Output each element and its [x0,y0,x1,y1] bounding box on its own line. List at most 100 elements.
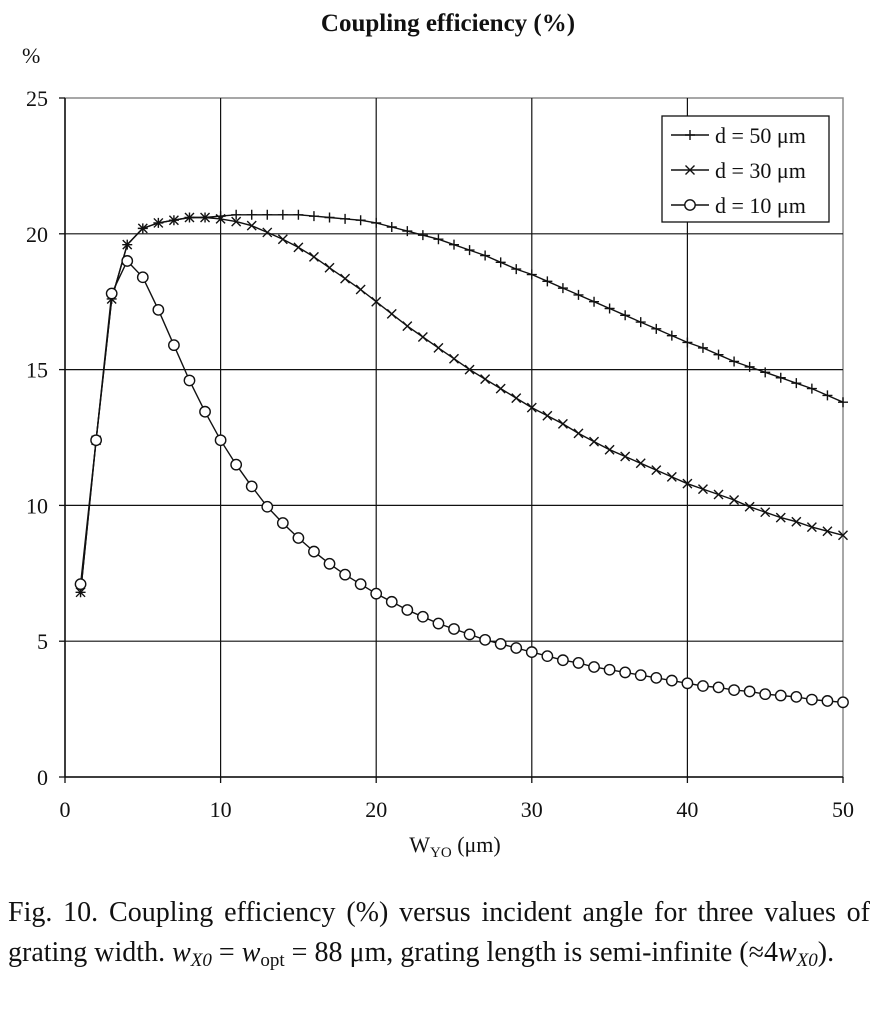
legend-label-circle: d = 10 μm [715,193,806,218]
tick-label-x-10: 10 [210,797,232,822]
point-circle-49 [821,695,834,707]
tick-label-y-20: 20 [26,222,48,247]
point-circle-48 [805,693,818,706]
point-plus-26 [464,245,475,256]
point-circle-43 [728,684,740,696]
point-circle-40 [681,677,694,690]
point-plus-21 [386,222,397,233]
x-axis-label-unit: (μm) [452,832,501,857]
point-x-27 [480,374,491,385]
caption-equals: = [211,937,242,968]
tick-label-x-0: 0 [60,797,71,822]
point-x-26 [464,364,475,375]
point-plus-15 [293,209,304,220]
point-plus-20 [371,217,382,228]
point-plus-50 [838,397,848,408]
point-circle-34 [588,661,600,673]
point-circle-32 [557,654,569,667]
series-circle [74,255,849,709]
point-x-39 [666,471,677,482]
point-plus-48 [806,383,817,394]
point-plus-27 [480,250,491,261]
tick-label-x-40: 40 [676,797,698,822]
point-plus-36 [620,310,631,321]
point-circle-18 [339,568,351,581]
point-x-13 [262,227,273,238]
point-plus-34 [589,296,600,307]
point-circle-50 [837,696,849,709]
point-plus-11 [231,209,242,220]
point-x-12 [246,220,257,231]
point-plus-44 [744,361,755,372]
point-x-33 [573,428,584,439]
axes [59,97,844,783]
point-x-7 [168,215,179,226]
point-x-15 [293,242,304,253]
tick-label-y-15: 15 [26,358,48,383]
figure-caption: Fig. 10. Coupling efficiency (%) versus … [8,893,870,973]
point-plus-16 [308,211,319,222]
point-circle-14 [276,517,289,529]
point-circle-44 [743,685,756,698]
point-x-25 [449,353,459,364]
point-circle-24 [432,617,445,630]
point-x-42 [713,489,724,500]
caption-value: = 88 μm, grating length is semi-infinite… [284,937,778,968]
point-circle-29 [510,642,523,654]
series-plus [75,209,848,598]
point-circle-47 [790,690,803,703]
legend-marker-circle [684,199,696,211]
point-x-8 [184,212,195,223]
point-circle-8 [183,374,196,387]
series-line-circle [79,259,844,703]
point-circle-11 [230,458,243,471]
point-plus-38 [651,323,662,334]
point-plus-30 [526,269,537,280]
point-x-36 [620,451,631,462]
point-plus-28 [495,257,506,268]
point-x-4 [122,239,133,250]
point-plus-45 [760,367,771,378]
point-plus-46 [775,372,786,383]
tick-label-x-50: 50 [832,797,854,822]
point-plus-49 [822,390,833,401]
point-x-43 [729,494,740,505]
coupling-efficiency-chart: Coupling efficiency (%) % 0 5 10 15 20 25 0 10 2… [22,10,854,861]
point-plus-12 [246,209,257,220]
point-circle-23 [416,610,429,623]
point-circle-15 [292,532,305,544]
point-plus-31 [542,276,553,287]
point-x-5 [137,223,148,234]
caption-w-opt-sub: opt [260,950,285,971]
series-layer [74,209,849,709]
tick-labels: 0 5 10 15 20 25 0 10 20 30 40 50 [26,86,854,822]
tick-label-y-0: 0 [37,765,48,790]
point-plus-29 [511,264,522,275]
point-circle-31 [541,650,554,663]
point-circle-30 [525,646,538,658]
point-plus-24 [433,234,444,245]
point-plus-43 [729,356,740,367]
point-x-47 [791,516,802,527]
point-plus-22 [402,226,413,237]
point-circle-42 [712,681,725,694]
legend-label-plus: d = 50 μm [715,123,806,148]
point-plus-19 [355,215,366,226]
point-x-17 [324,262,335,273]
point-x-50 [838,530,848,541]
point-x-44 [744,501,755,512]
point-circle-7 [168,339,180,352]
point-x-45 [760,507,771,518]
legend-marker-x [685,165,695,175]
point-circle-19 [354,578,367,591]
point-circle-6 [152,303,165,316]
tick-label-y-25: 25 [26,86,48,111]
point-circle-21 [385,595,398,608]
point-x-14 [277,234,288,245]
point-circle-2 [90,434,103,447]
point-circle-33 [572,657,585,669]
point-x-6 [153,217,164,228]
point-x-23 [417,332,428,343]
point-x-22 [402,321,413,332]
legend: d = 50 μm d = 30 μm d = 10 μm [661,115,830,223]
